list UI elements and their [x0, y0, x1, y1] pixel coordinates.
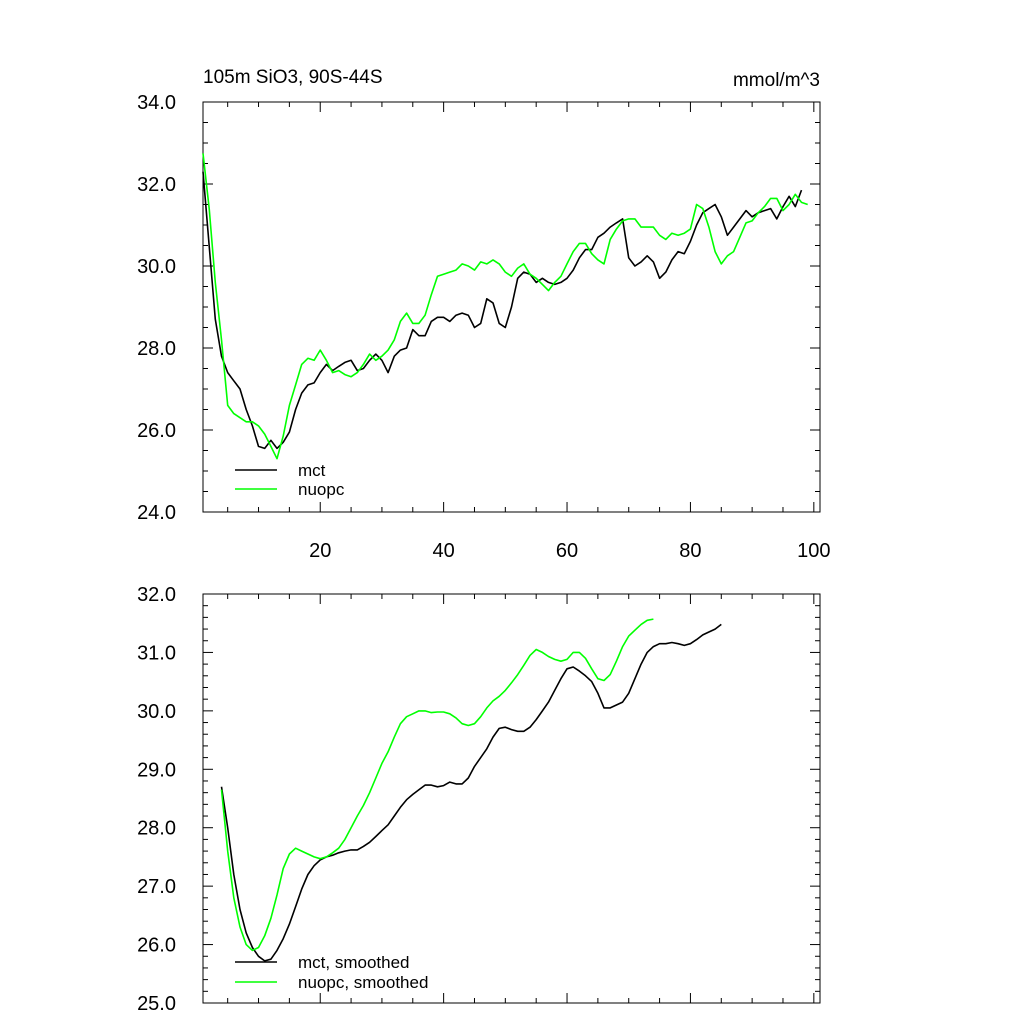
y-tick-label: 32.0 — [137, 584, 176, 606]
bottom-series-lines — [220, 618, 722, 962]
top-panel-units: mmol/m^3 — [733, 70, 820, 91]
y-tick-label: 26.0 — [137, 935, 176, 957]
y-tick-label: 30.0 — [137, 701, 176, 723]
series-line-mct — [202, 171, 803, 450]
series-line-nuopc — [202, 153, 808, 460]
x-tick-label: 100 — [797, 540, 830, 562]
y-tick-label: 31.0 — [137, 642, 176, 664]
y-tick-label: 34.0 — [137, 92, 176, 114]
top-panel: 105m SiO3, 90S-44S mmol/m^3 24.0 26.0 28.0… — [137, 67, 830, 562]
series-line-mct-smoothed — [220, 623, 722, 962]
top-series-lines — [202, 153, 808, 460]
x-tick-label: 40 — [433, 540, 455, 562]
bottom-panel: 25.0 26.0 27.0 28.0 29.0 30.0 31.0 32.0 mct, sm… — [137, 584, 821, 1015]
y-tick-label: 25.0 — [137, 993, 176, 1015]
y-tick-label: 32.0 — [137, 174, 176, 196]
top-panel-title: 105m SiO3, 90S-44S — [203, 67, 383, 88]
legend-label-mct-smoothed: mct, smoothed — [298, 953, 410, 972]
bottom-plot-frame — [202, 593, 821, 1004]
y-tick-label: 29.0 — [137, 759, 176, 781]
bottom-y-tick-labels: 25.0 26.0 27.0 28.0 29.0 30.0 31.0 32.0 — [137, 584, 176, 1015]
y-tick-label: 28.0 — [137, 338, 176, 360]
top-x-tick-labels: 20 40 60 80 100 — [309, 540, 830, 562]
y-tick-label: 26.0 — [137, 420, 176, 442]
x-tick-label: 20 — [309, 540, 331, 562]
y-tick-label: 30.0 — [137, 256, 176, 278]
y-tick-label: 24.0 — [137, 502, 176, 524]
top-y-tick-labels: 24.0 26.0 28.0 30.0 32.0 34.0 — [137, 92, 176, 524]
series-line-nuopc-smoothed — [220, 618, 654, 952]
legend-label-nuopc-smoothed: nuopc, smoothed — [298, 973, 428, 992]
x-tick-label: 60 — [556, 540, 578, 562]
legend-label-mct: mct — [298, 461, 326, 480]
legend-label-nuopc: nuopc — [298, 480, 345, 499]
bottom-tick-marks — [203, 593, 820, 1004]
bottom-legend: mct, smoothed nuopc, smoothed — [235, 953, 428, 992]
top-tick-marks — [203, 101, 820, 513]
y-tick-label: 27.0 — [137, 876, 176, 898]
x-tick-label: 80 — [679, 540, 701, 562]
y-tick-label: 28.0 — [137, 818, 176, 840]
top-legend: mct nuopc — [235, 461, 345, 499]
